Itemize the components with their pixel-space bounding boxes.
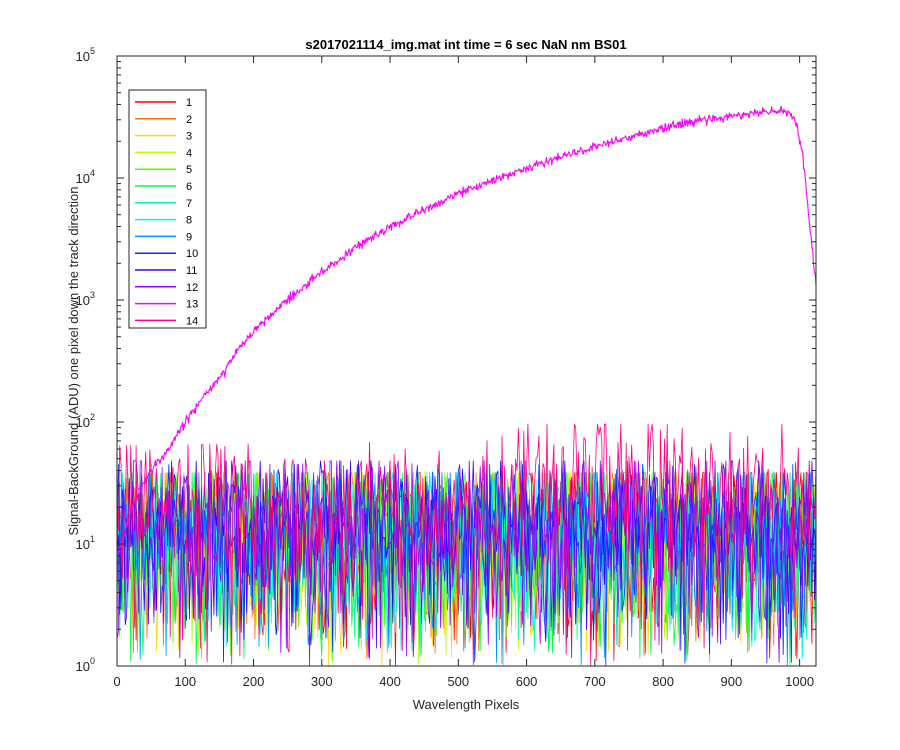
x-tick-label: 400 bbox=[379, 674, 401, 689]
legend-label: 11 bbox=[186, 265, 197, 277]
y-tick-base: 10 bbox=[76, 537, 90, 552]
x-tick-label: 700 bbox=[584, 674, 606, 689]
y-tick-exponent: 2 bbox=[90, 412, 95, 422]
y-tick-base: 10 bbox=[76, 659, 90, 674]
legend-label: 2 bbox=[186, 114, 192, 126]
x-tick-label: 1000 bbox=[785, 674, 814, 689]
legend-label: 14 bbox=[186, 315, 198, 327]
y-tick-exponent: 5 bbox=[90, 46, 95, 56]
y-tick-label: 100 bbox=[76, 656, 95, 674]
series-layer bbox=[116, 105, 817, 667]
legend-label: 1 bbox=[186, 97, 192, 109]
series-line-12 bbox=[116, 460, 817, 667]
x-tick-label: 600 bbox=[516, 674, 538, 689]
x-axis-label: Wavelength Pixels bbox=[413, 697, 520, 712]
y-tick-base: 10 bbox=[76, 293, 90, 308]
y-tick-base: 10 bbox=[76, 415, 90, 430]
series-line-14 bbox=[116, 423, 817, 666]
plot-frame bbox=[116, 55, 817, 667]
legend-label: 9 bbox=[186, 231, 192, 243]
y-tick-label: 103 bbox=[76, 290, 95, 308]
y-tick-exponent: 3 bbox=[90, 290, 95, 300]
y-tick-base: 10 bbox=[76, 49, 90, 64]
legend-label: 8 bbox=[186, 215, 192, 227]
series-line-13 bbox=[116, 105, 817, 557]
legend-label: 3 bbox=[186, 131, 192, 143]
x-axis-ticks: 0 100 200 300 400 500 600 700 800 900 1000 bbox=[113, 56, 814, 689]
y-tick-label: 102 bbox=[76, 412, 95, 430]
y-axis-label: Signal-BackGround (ADU) one pixel down t… bbox=[66, 186, 81, 535]
legend-label: 7 bbox=[186, 198, 192, 210]
legend-label: 6 bbox=[186, 181, 192, 193]
x-tick-label: 200 bbox=[243, 674, 265, 689]
x-tick-label: 100 bbox=[174, 674, 196, 689]
x-tick-label: 800 bbox=[652, 674, 674, 689]
legend-label: 13 bbox=[186, 299, 198, 311]
legend-label: 4 bbox=[186, 147, 192, 159]
legend-label: 10 bbox=[186, 248, 198, 260]
y-tick-label: 101 bbox=[76, 534, 95, 552]
legend-box bbox=[128, 89, 207, 329]
x-tick-label: 900 bbox=[721, 674, 743, 689]
x-tick-label: 0 bbox=[113, 674, 120, 689]
y-tick-label: 105 bbox=[76, 46, 95, 64]
chart-title: s2017021114_img.mat int time = 6 sec NaN… bbox=[305, 37, 626, 52]
x-tick-label: 300 bbox=[311, 674, 333, 689]
y-tick-base: 10 bbox=[76, 171, 90, 186]
y-tick-exponent: 0 bbox=[90, 656, 95, 666]
y-tick-label: 104 bbox=[76, 168, 95, 186]
y-tick-exponent: 1 bbox=[90, 534, 95, 544]
y-tick-exponent: 4 bbox=[90, 168, 95, 178]
x-tick-label: 500 bbox=[447, 674, 469, 689]
legend-label: 5 bbox=[186, 164, 192, 176]
legend-label: 12 bbox=[186, 282, 198, 294]
